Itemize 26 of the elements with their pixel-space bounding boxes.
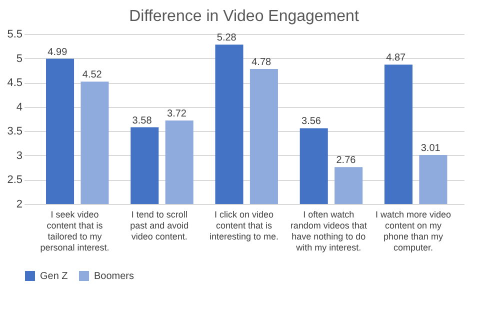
data-label: 4.99 [48,46,68,58]
data-label: 4.87 [386,52,406,64]
legend-label: Gen Z [40,271,68,282]
y-tick-label: 4.5 [7,77,22,90]
y-tick-label: 4 [16,101,22,114]
data-label: 4.52 [82,70,102,81]
data-label: 2.76 [336,155,356,166]
y-tick-label: 5.5 [7,28,22,40]
y-tick-label: 2 [16,198,22,210]
x-tick-label: I seek video content that is tailored to my personal interest. [40,210,110,252]
data-label: 3.01 [420,142,441,154]
x-tick-label: I tend to scroll past and avoid video content. [130,210,189,242]
y-tick-label: 2.5 [7,174,22,186]
chart-title: Difference in Video Engagement [129,8,360,25]
x-tick-label: I watch more video content on my phone than my computer. [375,210,452,252]
x-tick-label: I click on video content that is interesting to me. [209,210,279,242]
data-label: 3.58 [132,115,152,126]
y-tick-label: 5 [16,52,22,65]
y-tick-label: 3.5 [7,126,22,138]
y-tick-label: 3 [16,150,22,162]
data-label: 3.72 [167,108,187,120]
data-label: 5.28 [216,32,237,44]
data-label: 3.56 [302,116,322,128]
data-label: 4.78 [252,56,272,68]
legend-label: Boomers [94,271,134,282]
x-tick-label: I often watch random videos that have nothing to do with my interest. [290,210,368,252]
